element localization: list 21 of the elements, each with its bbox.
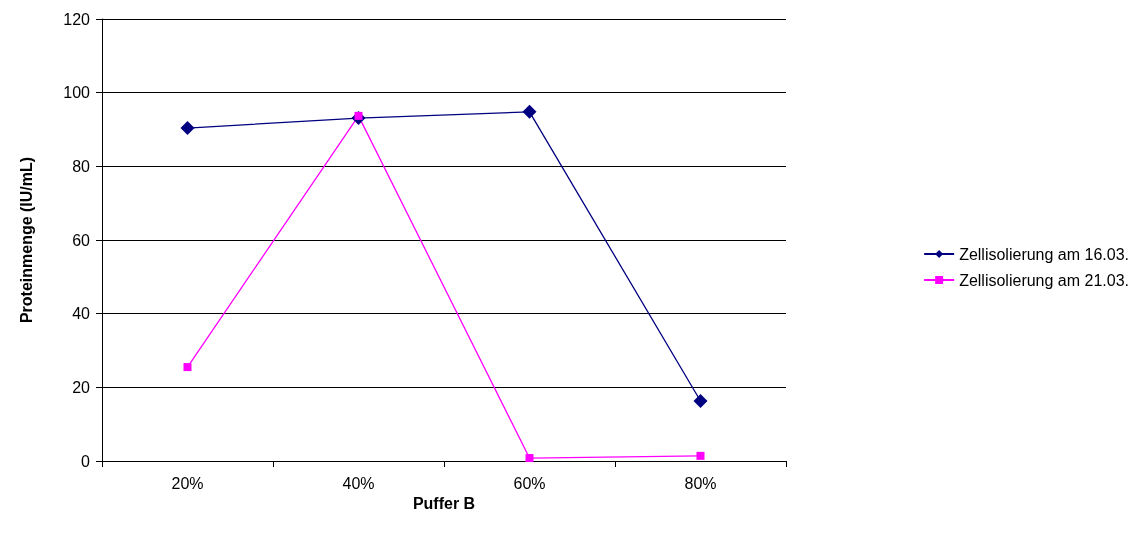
- y-tick-label: 20: [72, 378, 91, 396]
- x-tick-label: 40%: [342, 474, 375, 492]
- y-tick-label: 120: [63, 10, 91, 28]
- y-tick-label: 40: [72, 305, 91, 323]
- x-axis-title: Puffer B: [412, 495, 476, 513]
- x-tick-label: 60%: [513, 474, 546, 492]
- point: [696, 451, 705, 460]
- legend-label: Zellisolierung am 16.03.: [959, 245, 1130, 263]
- point: [180, 121, 195, 136]
- point: [522, 104, 537, 119]
- point: [525, 454, 534, 463]
- x-tick-label: 20%: [171, 474, 204, 492]
- y-tick-label: 100: [63, 84, 91, 102]
- y-tick-label: 0: [81, 452, 91, 470]
- legend-label: Zellisolierung am 21.03.: [959, 271, 1130, 289]
- y-tick-label: 80: [72, 157, 91, 175]
- x-tick-label: 80%: [684, 474, 717, 492]
- point: [693, 393, 708, 408]
- point: [183, 363, 192, 372]
- y-tick-label: 60: [72, 231, 91, 249]
- y-axis-title: Proteinmenge (IU/mL): [17, 156, 35, 324]
